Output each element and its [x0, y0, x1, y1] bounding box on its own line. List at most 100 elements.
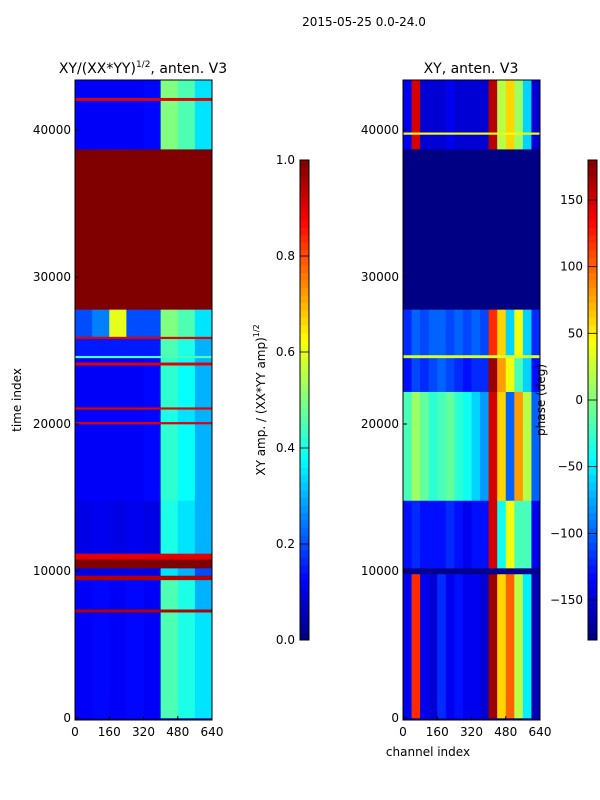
heatmap-cell [445, 500, 455, 569]
heatmap-cell [177, 609, 196, 613]
heatmap-cell [92, 336, 110, 340]
colorbar-segment [300, 347, 309, 356]
heatmap-cell [531, 80, 541, 133]
y-tick-label: 40000 [361, 123, 399, 137]
y-tick-label: 40000 [33, 123, 71, 137]
colorbar-segment [588, 572, 597, 581]
colorbar-segment [588, 355, 597, 363]
heatmap-cell [75, 80, 93, 98]
heatmap-cell [522, 132, 532, 135]
colorbar-segment [588, 617, 597, 626]
colorbar-segment [300, 580, 309, 588]
colorbar-tick-label: 0.2 [276, 537, 295, 551]
heatmap-cell [92, 362, 110, 366]
heatmap-cell [403, 134, 412, 150]
colorbar-segment [588, 280, 597, 288]
heatmap-cell [437, 132, 447, 135]
heatmap-cell [160, 357, 179, 363]
colorbar-segment [588, 632, 597, 641]
colorbar-segment [588, 242, 597, 251]
heatmap-cell [126, 309, 144, 337]
heatmap-cell [411, 309, 421, 356]
heatmap-cell [445, 357, 455, 392]
heatmap-cell [403, 80, 412, 133]
heatmap-cell [194, 609, 213, 613]
heatmap-cell [126, 609, 144, 613]
heatmap-cell [462, 132, 472, 135]
colorbar-segment [300, 355, 309, 363]
heatmap-cell [411, 354, 421, 359]
heatmap-cell [480, 132, 489, 135]
colorbar-segment [588, 535, 597, 543]
colorbar-segment [588, 497, 597, 506]
colorbar-segment [300, 550, 309, 558]
right-xlabel: channel index [386, 745, 470, 759]
heatmap-cell [497, 309, 507, 356]
colorbar-segment [300, 280, 309, 288]
heatmap-cell [411, 391, 421, 501]
heatmap-cell [75, 357, 93, 363]
colorbar-segment [300, 625, 309, 633]
heatmap-cell [454, 132, 464, 135]
colorbar-segment [588, 340, 597, 348]
heatmap-cell [420, 573, 429, 719]
heatmap-cell [143, 355, 161, 359]
colorbar-segment [300, 512, 309, 521]
heatmap-cell [428, 149, 438, 310]
heatmap-cell [505, 354, 515, 359]
heatmap-cell [109, 500, 127, 554]
heatmap-cell [505, 309, 515, 356]
colorbar-segment [588, 422, 597, 431]
x-tick-label: 320 [460, 725, 483, 739]
heatmap-cell [514, 500, 524, 569]
heatmap-cell [497, 132, 507, 135]
heatmap-cell [462, 354, 472, 359]
heatmap-cell [420, 134, 429, 150]
heatmap-cell [194, 97, 213, 101]
colorbar-tick-label: 0.6 [276, 345, 295, 359]
heatmap-cell [126, 500, 144, 554]
colorbar-segment [300, 617, 309, 626]
left-title-main: XY/(XX*YY) [59, 61, 136, 77]
heatmap-cell [411, 132, 421, 135]
heatmap-cell [160, 365, 179, 408]
heatmap-cell [403, 391, 412, 501]
y-tick-label: 0 [63, 711, 71, 725]
heatmap-cell [177, 365, 196, 408]
y-tick-label: 30000 [361, 270, 399, 284]
heatmap-cell [454, 80, 464, 133]
heatmap-cell [75, 100, 93, 150]
colorbar-segment [300, 310, 309, 318]
colorbar-segment [588, 550, 597, 558]
heatmap-cell [437, 149, 447, 310]
heatmap-cell [126, 100, 144, 150]
heatmap-cell [514, 573, 524, 719]
y-tick-label: 10000 [361, 564, 399, 578]
heatmap-cell [462, 357, 472, 392]
heatmap-cell [126, 409, 144, 423]
colorbar-segment [300, 205, 309, 213]
heatmap-cell [160, 309, 179, 337]
colorbar-segment [588, 197, 597, 206]
colorbar-segment [588, 430, 597, 438]
heatmap-cell [75, 409, 93, 423]
heatmap-cell [143, 424, 161, 501]
colorbar-segment [588, 167, 597, 176]
x-tick-label: 480 [494, 725, 517, 739]
heatmap-cell [194, 568, 213, 576]
heatmap-cell [194, 309, 213, 337]
heatmap-cell [143, 421, 161, 425]
heatmap-cell [437, 134, 447, 150]
colorbar-tick-label: 1.0 [276, 153, 295, 167]
heatmap-cell [194, 409, 213, 423]
heatmap-cell [177, 336, 196, 340]
heatmap-cell [143, 149, 161, 310]
heatmap-cell [92, 365, 110, 408]
heatmap-cell [420, 309, 429, 356]
heatmap-cell [194, 100, 213, 150]
colorbar-segment [300, 595, 309, 603]
heatmap-cell [531, 568, 541, 575]
heatmap-cell [514, 149, 524, 310]
heatmap-cell [194, 336, 213, 340]
heatmap-cell [454, 149, 464, 310]
